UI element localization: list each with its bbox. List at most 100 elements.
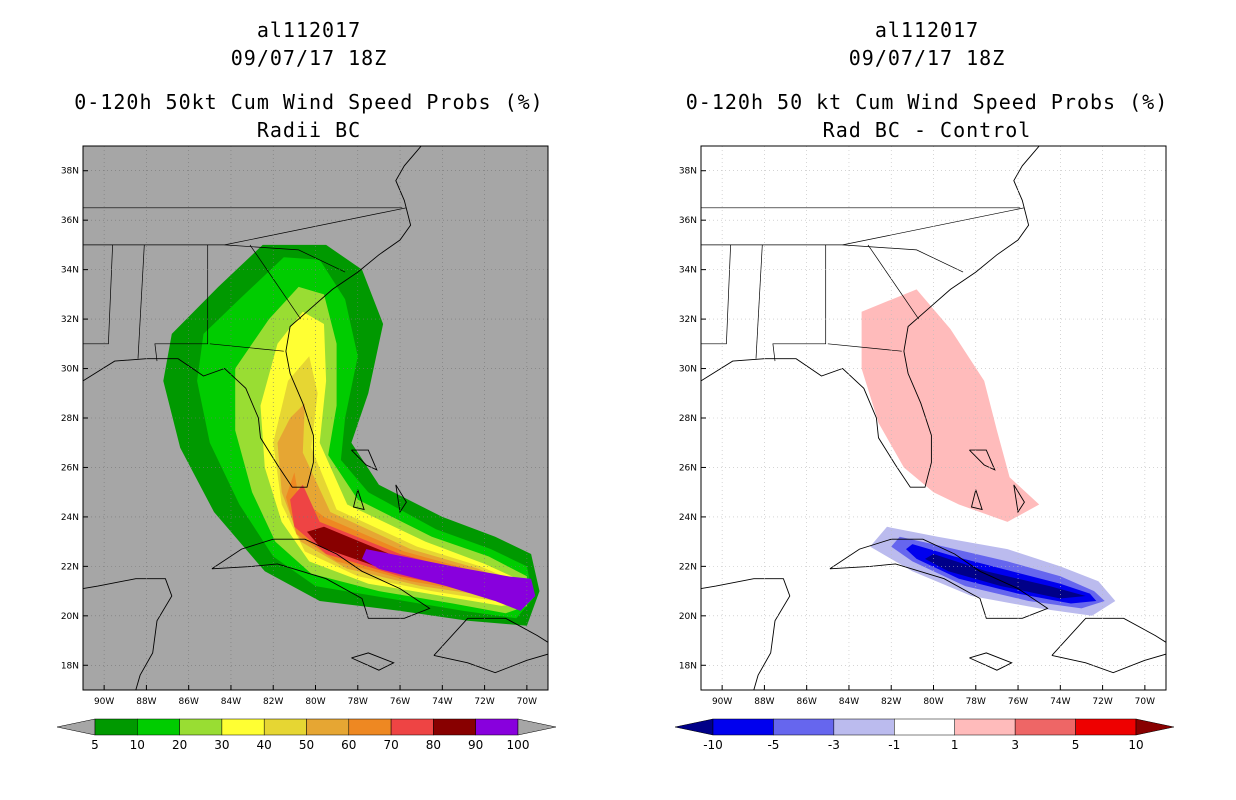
colorbar-min-arrow [56, 718, 96, 736]
coastline [1013, 484, 1025, 514]
y-tick-label: 38N [61, 167, 79, 177]
colorbar-segment [894, 718, 955, 736]
colorbar-segment [1014, 718, 1076, 736]
x-tick-label: 72W [474, 697, 494, 707]
coastline [395, 484, 407, 514]
chart-title: 0-120h 50 kt Cum Wind Speed Probs (%) [685, 90, 1169, 114]
x-tick-label: 70W [1135, 697, 1155, 707]
coastline [970, 489, 983, 511]
coastline [352, 489, 365, 511]
colorbar-label: 3 [1011, 738, 1019, 752]
x-tick-label: 74W [432, 697, 452, 707]
y-tick-label: 24N [679, 513, 697, 523]
colorbar-segment [348, 718, 392, 736]
y-tick-label: 26N [679, 463, 697, 473]
x-tick-label: 78W [348, 697, 368, 707]
y-tick-label: 26N [61, 463, 79, 473]
colorbar-max-arrow [517, 718, 557, 736]
contour-layer [83, 146, 548, 690]
x-tick-label: 84W [839, 697, 859, 707]
colorbar-segment [954, 718, 1016, 736]
y-tick-label: 20N [61, 612, 79, 622]
colorbar-segment [773, 718, 835, 736]
chart-title: 0-120h 50kt Cum Wind Speed Probs (%) [74, 90, 544, 114]
y-tick-label: 36N [679, 216, 697, 226]
colorbar-label: 5 [91, 738, 99, 752]
state-border [701, 207, 1025, 246]
contour-level-9 [362, 549, 536, 611]
colorbar-label: 30 [214, 738, 229, 752]
contour-level-0 [861, 289, 1040, 522]
colorbar-label: 20 [172, 738, 187, 752]
colorbar-label: -3 [828, 738, 840, 752]
coastline [829, 538, 1049, 619]
colorbar-segment [1075, 718, 1137, 736]
x-tick-label: 90W [712, 697, 732, 707]
colorbar-label: 10 [1128, 738, 1143, 752]
x-tick-label: 74W [1050, 697, 1070, 707]
colorbar-label: -1 [888, 738, 900, 752]
y-tick-label: 38N [679, 167, 697, 177]
state-border [137, 244, 145, 359]
colorbar-label: 90 [468, 738, 483, 752]
coastline [1051, 617, 1166, 674]
y-tick-label: 30N [679, 365, 697, 375]
colorbar-segment [263, 718, 307, 736]
colorbar-segment [433, 718, 476, 736]
x-tick-label: 82W [263, 697, 283, 707]
coastline [969, 652, 1013, 671]
coastline [433, 617, 548, 674]
colorbar-segment [94, 718, 138, 736]
colorbar-label: 100 [507, 738, 530, 752]
colorbar-segment [306, 718, 350, 736]
colorbar-segment [833, 718, 895, 736]
colorbar-label: -5 [767, 738, 779, 752]
state-border [209, 343, 284, 352]
y-tick-label: 22N [61, 562, 79, 572]
coastline [969, 449, 996, 471]
x-tick-label: 88W [136, 697, 156, 707]
colorbar-segment [179, 718, 223, 736]
colorbar-label: 1 [951, 738, 959, 752]
y-tick-label: 32N [61, 315, 79, 325]
colorbar-segment [475, 718, 519, 736]
coastline [351, 449, 378, 471]
contour-level-4 [925, 554, 1086, 599]
y-tick-label: 28N [61, 414, 79, 424]
x-tick-label: 84W [221, 697, 241, 707]
coastline [83, 578, 173, 690]
x-tick-label: 86W [179, 697, 199, 707]
x-tick-label: 80W [923, 697, 943, 707]
contour-layer [701, 146, 1166, 690]
y-tick-label: 28N [679, 414, 697, 424]
x-tick-label: 80W [305, 697, 325, 707]
y-tick-label: 32N [679, 315, 697, 325]
difference-map: 90W 88W 86W 84W 82W 80W 78W 76W 74W 72W 70W 18N 20N 2… [674, 145, 1175, 752]
state-border [224, 244, 346, 273]
storm-id: al112017 [874, 18, 980, 42]
datetime: 09/07/17 18Z [230, 46, 388, 70]
y-tick-label: 34N [679, 266, 697, 276]
colorbar-label: 70 [383, 738, 398, 752]
state-border [83, 244, 113, 345]
y-tick-label: 30N [61, 365, 79, 375]
colorbar-max-arrow [1135, 718, 1175, 736]
state-border [701, 244, 731, 345]
colorbar-label: 50 [299, 738, 314, 752]
coastline [211, 538, 431, 619]
state-border [249, 244, 301, 320]
y-tick-label: 34N [61, 266, 79, 276]
state-border [867, 244, 919, 320]
colorbar-label: 40 [257, 738, 272, 752]
y-tick-label: 18N [679, 661, 697, 671]
state-border [827, 343, 902, 352]
colorbar-label: -10 [703, 738, 723, 752]
x-tick-label: 70W [517, 697, 537, 707]
y-tick-label: 20N [679, 612, 697, 622]
state-border [842, 244, 964, 273]
coastline [701, 146, 1040, 488]
colorbar-segment [390, 718, 434, 736]
storm-id: al112017 [256, 18, 362, 42]
chart-subtitle: Rad BC - Control [822, 118, 1032, 142]
colorbar-label: 10 [130, 738, 145, 752]
